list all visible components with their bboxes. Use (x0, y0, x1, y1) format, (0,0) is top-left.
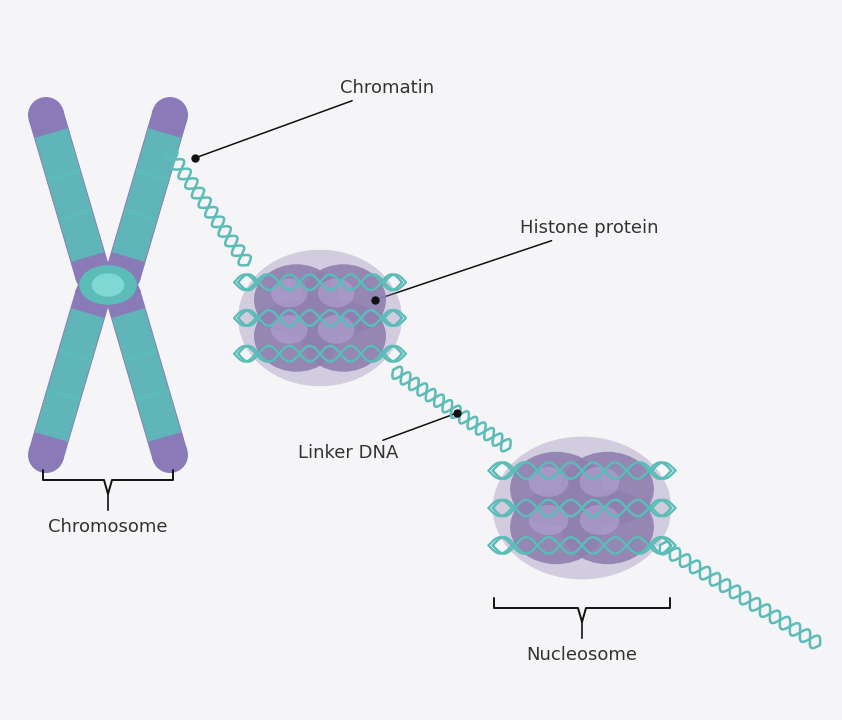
Circle shape (105, 277, 141, 313)
Circle shape (28, 97, 64, 133)
Ellipse shape (561, 452, 654, 526)
Polygon shape (29, 110, 110, 280)
Polygon shape (106, 290, 187, 460)
Ellipse shape (510, 490, 603, 564)
Polygon shape (29, 290, 110, 460)
Ellipse shape (271, 279, 307, 307)
Polygon shape (106, 110, 187, 280)
Polygon shape (35, 128, 81, 182)
Circle shape (152, 97, 188, 133)
Ellipse shape (529, 505, 568, 535)
Ellipse shape (79, 265, 136, 305)
Text: Histone protein: Histone protein (377, 219, 658, 299)
Ellipse shape (579, 467, 620, 497)
Ellipse shape (254, 301, 339, 372)
Ellipse shape (301, 264, 386, 336)
Polygon shape (46, 348, 93, 402)
Ellipse shape (510, 452, 603, 526)
Ellipse shape (317, 315, 354, 344)
Ellipse shape (271, 315, 307, 344)
Polygon shape (46, 168, 93, 222)
Circle shape (75, 257, 111, 293)
Polygon shape (124, 348, 169, 402)
Ellipse shape (579, 505, 620, 535)
Ellipse shape (561, 490, 654, 564)
Polygon shape (124, 168, 169, 222)
Ellipse shape (493, 436, 671, 580)
Polygon shape (112, 308, 157, 362)
Ellipse shape (317, 279, 354, 307)
Text: Linker DNA: Linker DNA (298, 414, 455, 462)
Polygon shape (136, 388, 181, 442)
Circle shape (75, 277, 111, 313)
Text: Nucleosome: Nucleosome (526, 646, 637, 664)
Ellipse shape (301, 301, 386, 372)
Text: Chromatin: Chromatin (198, 79, 434, 157)
Polygon shape (136, 128, 181, 182)
Text: Chromosome: Chromosome (48, 518, 168, 536)
Polygon shape (112, 208, 157, 262)
Circle shape (105, 257, 141, 293)
Circle shape (28, 437, 64, 473)
Ellipse shape (238, 250, 402, 386)
Ellipse shape (529, 467, 568, 497)
Ellipse shape (254, 264, 339, 336)
Polygon shape (58, 208, 104, 262)
Ellipse shape (92, 274, 125, 297)
Circle shape (152, 437, 188, 473)
Polygon shape (35, 388, 81, 442)
Polygon shape (58, 308, 104, 362)
